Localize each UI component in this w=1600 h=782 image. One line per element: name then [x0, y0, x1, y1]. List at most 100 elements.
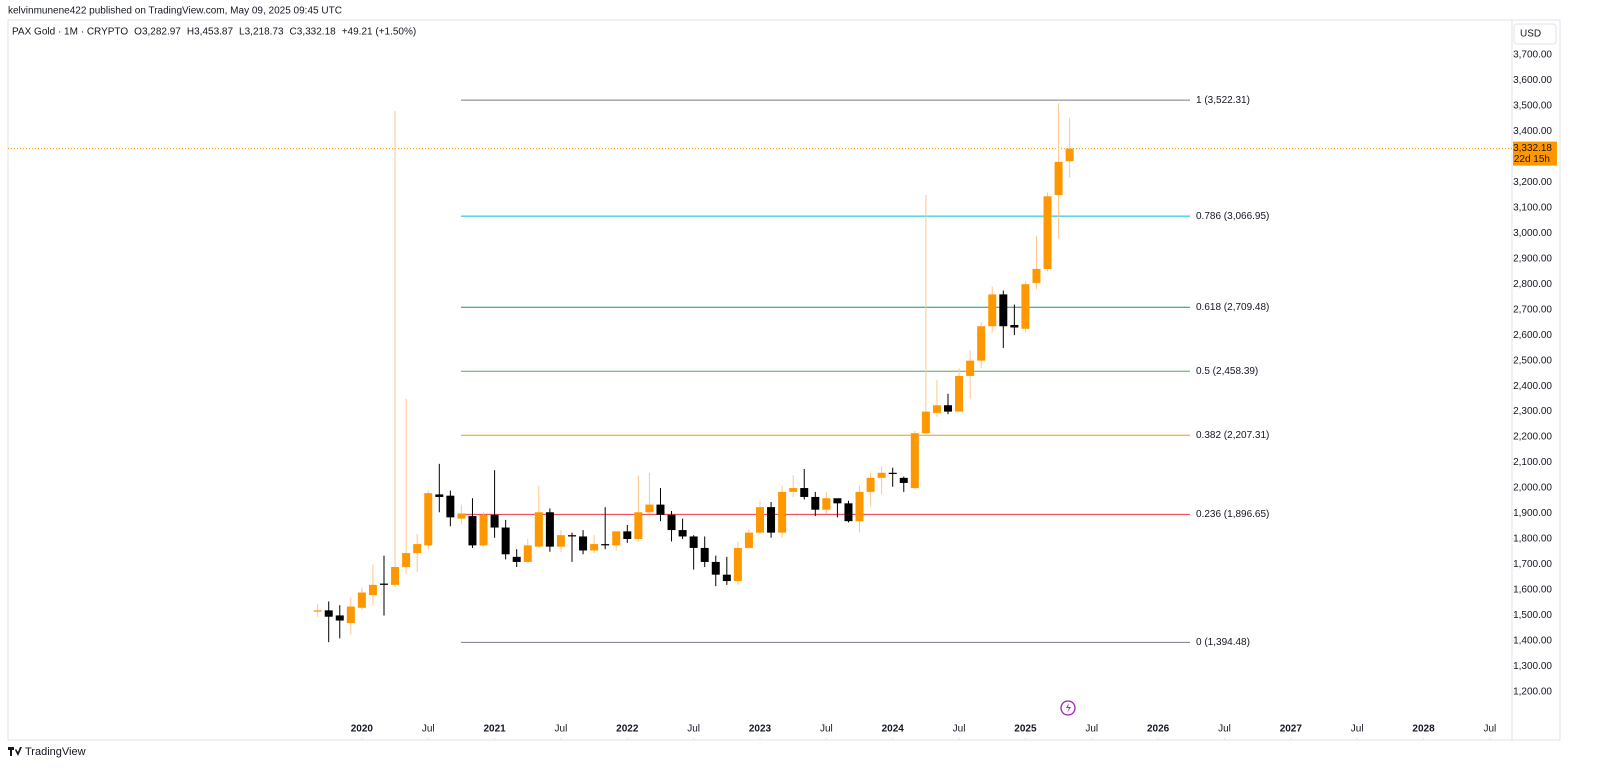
ohlc-value: 3,282.97 — [142, 27, 181, 38]
y-tick-label: 1,600.00 — [1513, 585, 1552, 596]
candle-body — [357, 592, 366, 608]
candle-body — [435, 494, 444, 497]
currency-box[interactable] — [1513, 23, 1557, 45]
candle-body — [479, 514, 488, 546]
x-tick-label: 2022 — [616, 724, 639, 735]
candle-body — [656, 504, 665, 515]
ohlc-value: 3,218.73 — [245, 27, 284, 38]
candle-body — [866, 477, 875, 492]
fib-label: 0.5 (2,458.39) — [1196, 366, 1258, 377]
candle-body — [380, 583, 388, 585]
candle-body — [424, 493, 433, 546]
candle-body — [413, 544, 422, 554]
candle-body — [733, 547, 742, 582]
x-tick-label: Jul — [555, 724, 568, 735]
candle-body — [402, 553, 411, 568]
y-tick-label: 1,800.00 — [1513, 534, 1552, 545]
y-tick-label: 3,500.00 — [1513, 100, 1552, 111]
candle-body — [534, 512, 543, 547]
x-tick-label: Jul — [422, 724, 435, 735]
candle-body — [645, 504, 654, 513]
candle-body — [346, 606, 355, 624]
candle-body — [988, 294, 997, 327]
candle-body — [910, 433, 919, 489]
y-tick-label: 2,300.00 — [1513, 406, 1552, 417]
ohlc-key: C — [290, 27, 297, 38]
y-tick-label: 1,500.00 — [1513, 610, 1552, 621]
candle-body — [1021, 284, 1030, 329]
candle-body — [634, 512, 643, 540]
x-tick-label: 2028 — [1412, 724, 1435, 735]
y-tick-label: 2,600.00 — [1513, 330, 1552, 341]
candle-body — [324, 610, 333, 617]
y-tick-label: 3,000.00 — [1513, 228, 1552, 239]
last-price-label: 3,332.18 — [1513, 143, 1552, 154]
candle-body — [921, 411, 930, 434]
fib-label: 0.786 (3,066.95) — [1196, 211, 1269, 222]
x-tick-label: 2020 — [351, 724, 374, 735]
y-tick-label: 3,700.00 — [1513, 50, 1552, 61]
candle-body — [855, 491, 864, 522]
candle-body — [811, 496, 820, 510]
fib-label: 0.382 (2,207.31) — [1196, 430, 1269, 441]
candle-body — [1010, 324, 1019, 328]
fib-label: 1 (3,522.31) — [1196, 95, 1250, 106]
brand: TradingView — [25, 746, 86, 758]
candle-body — [523, 545, 532, 562]
x-tick-label: Jul — [953, 724, 966, 735]
candle-body — [678, 530, 687, 537]
y-tick-label: 2,900.00 — [1513, 253, 1552, 264]
x-tick-label: 2026 — [1147, 724, 1170, 735]
fib-label: 0.618 (2,709.48) — [1196, 302, 1269, 313]
x-tick-label: 2021 — [483, 724, 506, 735]
change: +49.21 (+1.50%) — [342, 27, 417, 38]
x-tick-label: Jul — [1351, 724, 1364, 735]
lightning-icon[interactable] — [1060, 700, 1076, 716]
y-tick-label: 2,800.00 — [1513, 279, 1552, 290]
chart-frame — [7, 19, 1561, 741]
currency: USD — [1520, 29, 1541, 40]
y-tick-label: 2,400.00 — [1513, 381, 1552, 392]
x-tick-label: 2025 — [1014, 724, 1037, 735]
candle-body — [556, 535, 565, 547]
candle-body — [778, 491, 787, 533]
y-tick-label: 1,400.00 — [1513, 636, 1552, 647]
x-tick-label: Jul — [1218, 724, 1231, 735]
y-tick-label: 2,000.00 — [1513, 483, 1552, 494]
candle-body — [722, 574, 731, 582]
ohlc-value: 3,453.87 — [194, 27, 233, 38]
ohlc-key: O — [134, 27, 142, 38]
y-tick-label: 2,200.00 — [1513, 432, 1552, 443]
candle-body — [1065, 148, 1074, 162]
y-tick-label: 3,600.00 — [1513, 75, 1552, 86]
y-tick-label: 1,900.00 — [1513, 508, 1552, 519]
y-tick-label: 2,700.00 — [1513, 304, 1552, 315]
x-tick-label: 2027 — [1280, 724, 1303, 735]
candle-body — [955, 375, 964, 412]
candle-body — [689, 536, 698, 548]
ohlc-key: H — [187, 27, 194, 38]
x-tick-label: Jul — [1483, 724, 1496, 735]
candle-body — [612, 531, 621, 546]
candle-body — [756, 507, 764, 533]
candle-body — [999, 294, 1008, 327]
candle-body — [800, 488, 809, 497]
candle-body — [789, 488, 798, 492]
candle-body — [932, 405, 941, 413]
candle-body — [1032, 268, 1041, 283]
candle-body — [1043, 196, 1052, 269]
candle-body — [899, 477, 908, 483]
candle-body — [601, 544, 610, 546]
candle-body — [944, 405, 952, 412]
candle-body — [700, 547, 709, 562]
candle-body — [391, 567, 400, 585]
candle-body — [767, 507, 776, 533]
candle-body — [501, 527, 510, 555]
y-tick-label: 3,400.00 — [1513, 126, 1552, 137]
candle-body — [844, 503, 853, 522]
ohlc-key: L — [239, 27, 245, 38]
candle-body — [590, 544, 599, 551]
candle-body — [877, 472, 886, 478]
